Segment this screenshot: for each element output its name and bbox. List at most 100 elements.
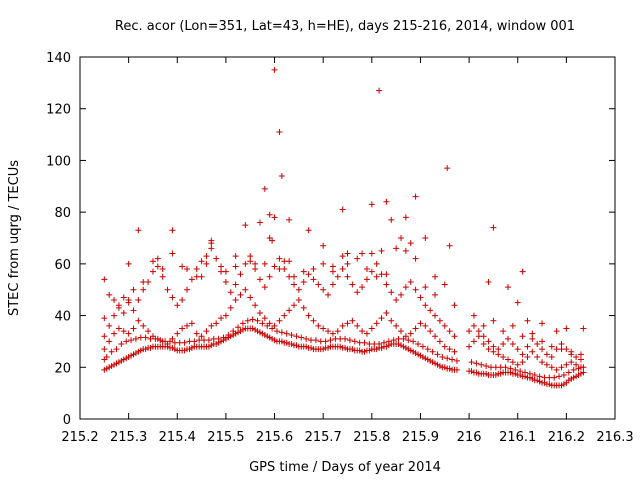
x-tick-label: 215.4 xyxy=(159,430,196,445)
data-point xyxy=(271,322,278,329)
data-point xyxy=(434,351,441,358)
data-point xyxy=(281,312,288,319)
data-point xyxy=(475,328,482,335)
data-point xyxy=(181,339,188,346)
data-point xyxy=(451,302,458,309)
data-point xyxy=(235,324,242,331)
data-point xyxy=(227,304,234,311)
data-point xyxy=(376,341,383,348)
data-point xyxy=(441,281,448,288)
data-point xyxy=(480,341,487,348)
y-tick-label: 40 xyxy=(54,310,71,325)
data-point xyxy=(213,255,220,262)
data-point xyxy=(130,286,137,293)
data-point xyxy=(101,346,108,353)
data-point xyxy=(179,297,186,304)
data-point xyxy=(208,245,215,252)
data-point xyxy=(320,286,327,293)
data-point xyxy=(103,353,110,360)
data-point xyxy=(295,286,302,293)
data-point xyxy=(446,346,453,353)
data-point xyxy=(125,260,132,267)
data-point xyxy=(577,351,584,358)
data-point xyxy=(417,320,424,327)
data-point xyxy=(281,258,288,265)
data-point xyxy=(329,330,336,337)
data-point xyxy=(573,361,580,368)
data-point xyxy=(363,266,370,273)
data-point xyxy=(184,266,190,273)
data-point xyxy=(407,278,414,285)
data-point xyxy=(468,359,475,366)
data-point xyxy=(320,325,327,332)
x-axis-label: GPS time / Days of year 2014 xyxy=(249,460,441,475)
data-point xyxy=(312,337,319,344)
data-point xyxy=(500,328,507,335)
data-point xyxy=(536,373,543,380)
data-point xyxy=(349,281,356,288)
data-point xyxy=(388,317,395,324)
data-point xyxy=(288,331,295,338)
data-point xyxy=(373,320,380,327)
data-point xyxy=(363,330,370,337)
data-point xyxy=(436,338,443,345)
x-tick-label: 215.2 xyxy=(61,430,98,445)
data-point xyxy=(208,322,215,329)
data-point xyxy=(198,258,205,265)
data-point xyxy=(154,335,161,342)
data-point xyxy=(111,330,118,337)
data-point xyxy=(249,316,256,323)
data-point xyxy=(548,343,555,350)
data-point xyxy=(466,328,473,335)
data-point xyxy=(415,341,422,348)
data-point xyxy=(169,335,176,342)
data-point xyxy=(466,343,473,350)
data-point xyxy=(529,335,536,342)
data-point xyxy=(393,322,400,329)
data-point xyxy=(305,227,312,234)
data-point xyxy=(402,214,409,221)
data-point xyxy=(422,302,429,309)
data-point xyxy=(205,337,212,344)
data-point xyxy=(184,322,190,329)
data-point xyxy=(142,334,149,341)
data-point xyxy=(500,353,507,360)
data-point xyxy=(522,369,529,376)
data-point xyxy=(149,333,156,340)
data-point xyxy=(580,369,587,376)
data-point xyxy=(310,317,317,324)
data-point xyxy=(101,333,108,340)
data-point xyxy=(232,297,239,304)
data-point xyxy=(252,302,259,309)
data-point xyxy=(441,343,448,350)
data-point xyxy=(444,165,451,172)
data-point xyxy=(485,346,492,353)
data-point xyxy=(310,266,317,273)
data-point xyxy=(551,374,558,381)
data-point xyxy=(140,322,147,329)
data-point xyxy=(529,330,536,337)
data-point xyxy=(276,266,283,273)
data-point xyxy=(436,317,443,324)
y-tick-label: 80 xyxy=(54,206,71,221)
data-point xyxy=(383,309,390,316)
data-point xyxy=(242,260,249,267)
data-point xyxy=(441,322,448,329)
plot-frame xyxy=(79,56,616,420)
data-point xyxy=(179,325,186,332)
data-point xyxy=(203,328,210,335)
data-point xyxy=(419,343,426,350)
data-point xyxy=(254,317,261,324)
data-point xyxy=(398,291,404,298)
data-point xyxy=(101,315,108,322)
data-point xyxy=(261,260,268,267)
data-point xyxy=(432,333,439,340)
data-point xyxy=(266,211,273,218)
x-tick-label: 215.7 xyxy=(305,430,342,445)
data-point xyxy=(300,278,307,285)
data-point xyxy=(453,357,460,364)
data-point xyxy=(315,281,322,288)
data-point xyxy=(407,240,414,247)
data-point xyxy=(361,339,368,346)
x-tick-label: 215.9 xyxy=(402,430,439,445)
